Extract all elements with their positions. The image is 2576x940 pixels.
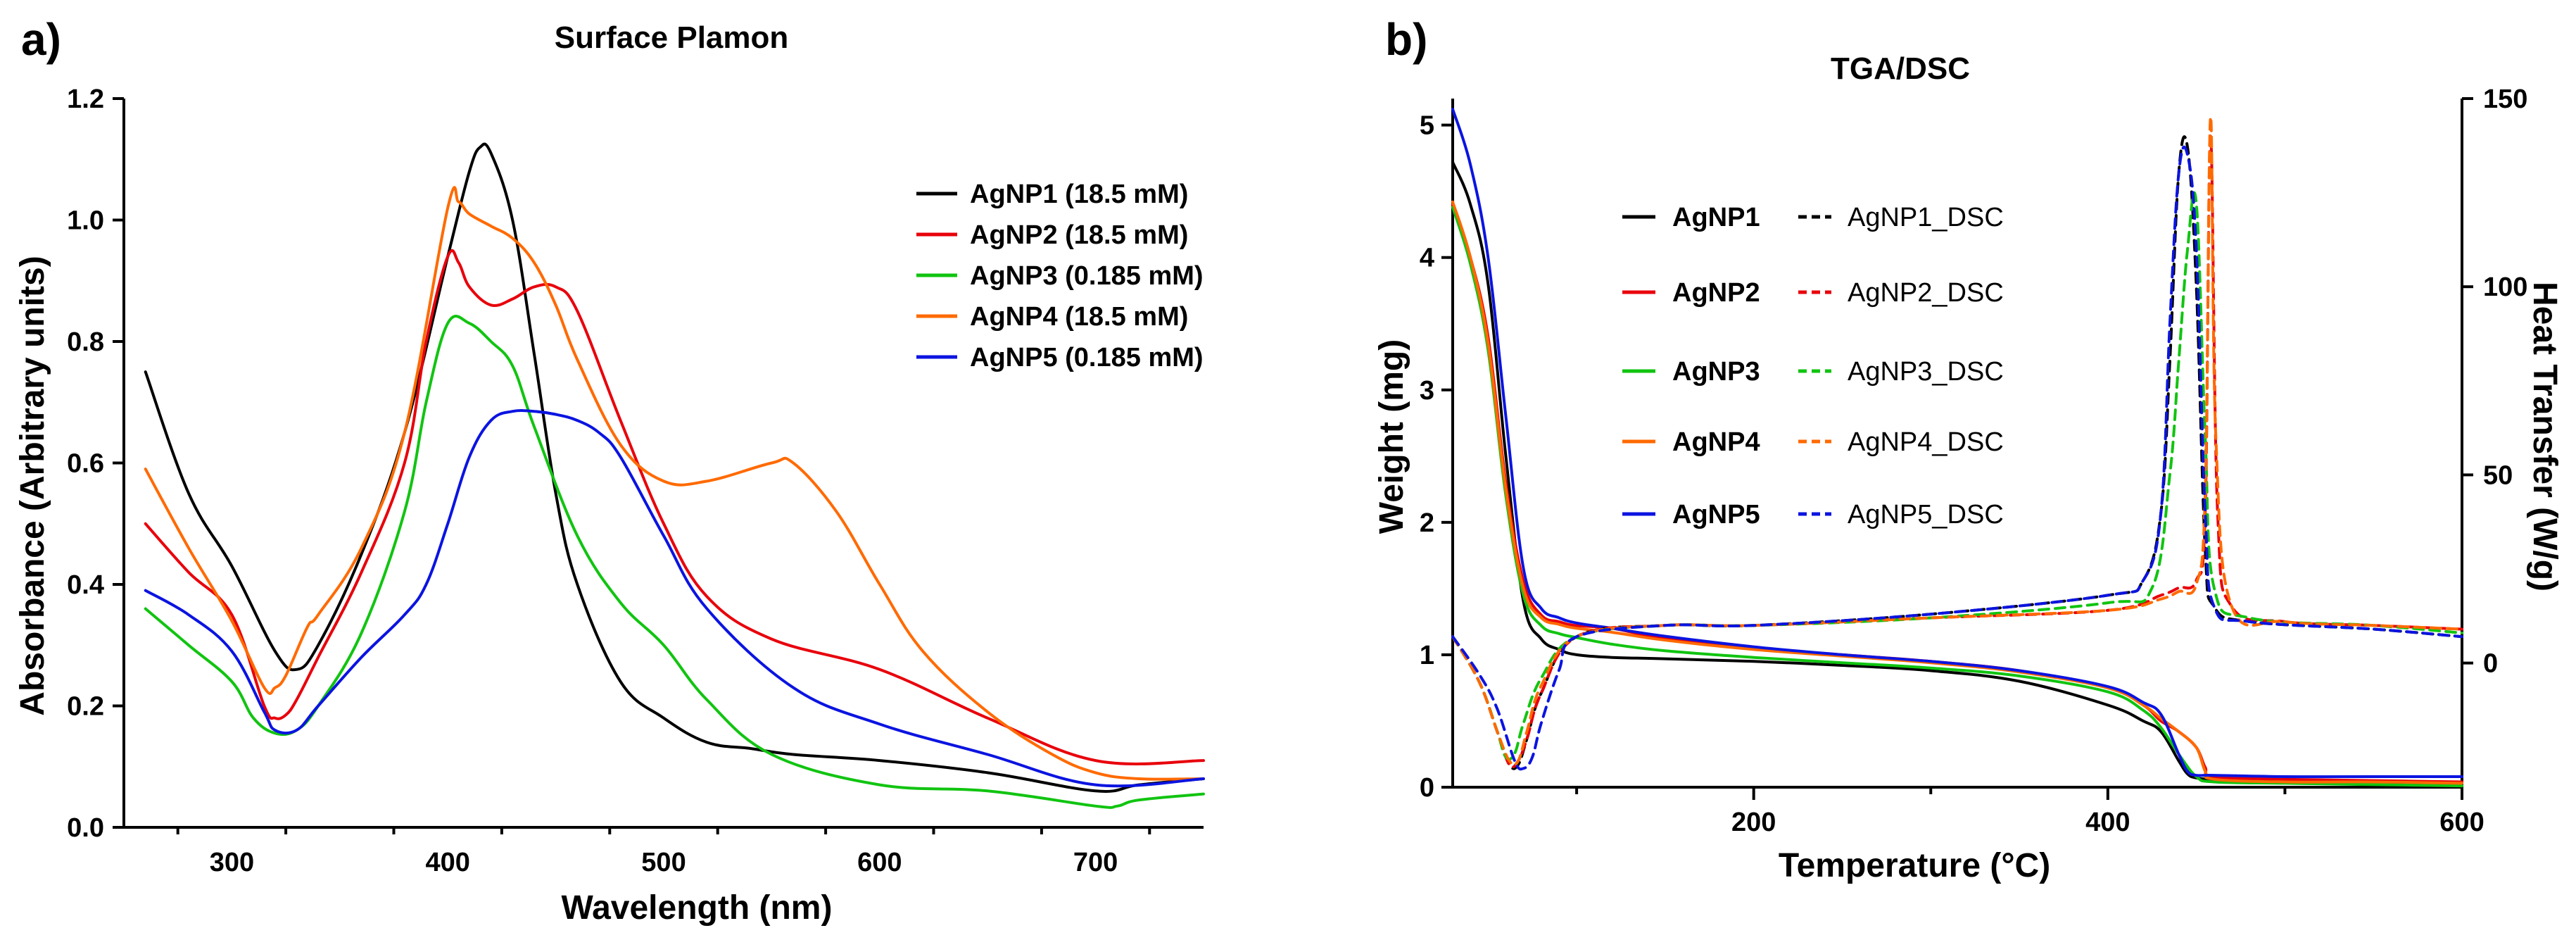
panel-a: a) Surface Plamon 0.0 0.2 0.4 0.6 0.8 1.0 1.2 3… xyxy=(14,14,1205,927)
x-tick-label-a: 700 xyxy=(1073,848,1118,877)
x-tick-label-b: 600 xyxy=(2439,808,2484,837)
legend-item-a: AgNP5 (0.185 mM) xyxy=(916,343,1204,372)
legend-a: AgNP1 (18.5 mM) AgNP2 (18.5 mM) AgNP3 (0.1… xyxy=(916,180,1204,372)
legend-label: AgNP1_DSC xyxy=(1848,203,2004,232)
series-line-agnp1 xyxy=(1451,161,2463,787)
y-tick-label-a: 1.0 xyxy=(67,206,104,236)
y-tick-label-a: 0.2 xyxy=(67,692,104,722)
legend-item-b: AgNP4 AgNP4_DSC xyxy=(1622,427,2004,457)
panel-letter-b: b) xyxy=(1385,14,1427,65)
y-tick-label-a: 1.2 xyxy=(67,84,104,114)
legend-label: AgNP4 xyxy=(1672,427,1760,457)
y-tick-label-a: 0.6 xyxy=(67,449,104,479)
legend-label: AgNP3_DSC xyxy=(1848,357,2004,387)
legend-label: AgNP5 (0.185 mM) xyxy=(970,343,1204,372)
legend-label: AgNP1 (18.5 mM) xyxy=(970,180,1188,209)
y-tick-label-b: 0 xyxy=(1420,773,1434,803)
x-tick-label-a: 300 xyxy=(210,848,254,877)
series-line-agnp5 xyxy=(144,408,1205,788)
y-tick-label-b: 3 xyxy=(1420,376,1434,406)
y-tick-label-b: 1 xyxy=(1420,641,1434,670)
legend-item-a: AgNP3 (0.185 mM) xyxy=(916,261,1204,291)
y-tick-label-a: 0.0 xyxy=(67,813,104,843)
series-line-agnp2-dsc xyxy=(1451,134,2463,769)
y-axis-label-a: Absorbance (Arbitrary units) xyxy=(14,256,51,715)
legend-label: AgNP2_DSC xyxy=(1848,278,2004,308)
series-line-agnp3-dsc xyxy=(1451,191,2463,761)
y-tick-label-a: 0.8 xyxy=(67,327,104,357)
chart-title-a: Surface Plamon xyxy=(555,20,789,55)
legend-label: AgNP2 xyxy=(1672,278,1760,308)
x-axis-label-a: Wavelength (nm) xyxy=(562,889,833,927)
y-tick-label-b: 2 xyxy=(1420,508,1434,538)
legend-label: AgNP2 (18.5 mM) xyxy=(970,220,1188,250)
legend-label: AgNP5_DSC xyxy=(1848,500,2004,529)
legend-item-b: AgNP3 AgNP3_DSC xyxy=(1622,357,2004,387)
legend-label: AgNP4_DSC xyxy=(1848,427,2004,457)
legend-item-b: AgNP1 AgNP1_DSC xyxy=(1622,203,2004,232)
panel-letter-a: a) xyxy=(21,14,61,65)
series-line-agnp1 xyxy=(144,142,1205,793)
x-tick-label-b: 200 xyxy=(1731,808,1776,837)
y-tick-label-right-b: 50 xyxy=(2483,460,2513,490)
axes-a: 0.0 0.2 0.4 0.6 0.8 1.0 1.2 300 400 500 600 700 xyxy=(67,84,1204,877)
series-group-a xyxy=(144,142,1205,809)
series-line-agnp2 xyxy=(144,249,1205,765)
y-tick-label-b: 5 xyxy=(1420,111,1434,141)
series-line-agnp5 xyxy=(1451,108,2463,779)
y-tick-label-right-b: 100 xyxy=(2483,272,2527,302)
series-line-agnp4-dsc xyxy=(1451,115,2463,767)
series-line-agnp5-dsc xyxy=(1451,145,2463,771)
y-tick-label-b: 4 xyxy=(1420,244,1434,273)
legend-b: AgNP1 AgNP1_DSC AgNP2 AgNP2_DSC AgNP3 AgNP3_D… xyxy=(1622,203,2004,529)
x-tick-label-a: 600 xyxy=(857,848,902,877)
x-tick-label-a: 400 xyxy=(425,848,469,877)
series-line-agnp4 xyxy=(144,186,1205,781)
legend-label: AgNP3 xyxy=(1672,357,1760,387)
legend-item-a: AgNP4 (18.5 mM) xyxy=(916,302,1188,332)
legend-label: AgNP4 (18.5 mM) xyxy=(970,302,1188,332)
chart-title-b: TGA/DSC xyxy=(1831,51,1970,86)
series-line-agnp3 xyxy=(144,315,1205,809)
x-tick-label-a: 500 xyxy=(641,848,686,877)
x-axis-label-b: Temperature (°C) xyxy=(1779,847,2050,884)
legend-item-a: AgNP2 (18.5 mM) xyxy=(916,220,1188,250)
legend-label: AgNP3 (0.185 mM) xyxy=(970,261,1204,291)
legend-item-b: AgNP2 AgNP2_DSC xyxy=(1622,278,2004,308)
series-group-b xyxy=(1451,108,2463,788)
legend-item-b: AgNP5 AgNP5_DSC xyxy=(1622,500,2004,529)
y-axis-label-right-b: Heat Transfer (W/g) xyxy=(2526,282,2563,591)
y-tick-label-right-b: 0 xyxy=(2483,649,2498,679)
y-axis-label-b: Weight (mg) xyxy=(1373,339,1410,534)
x-tick-label-b: 400 xyxy=(2085,808,2130,837)
legend-item-a: AgNP1 (18.5 mM) xyxy=(916,180,1188,209)
legend-label: AgNP1 xyxy=(1672,203,1760,232)
legend-label: AgNP5 xyxy=(1672,500,1760,529)
y-tick-label-right-b: 150 xyxy=(2483,84,2527,114)
y-tick-label-a: 0.4 xyxy=(67,570,104,600)
